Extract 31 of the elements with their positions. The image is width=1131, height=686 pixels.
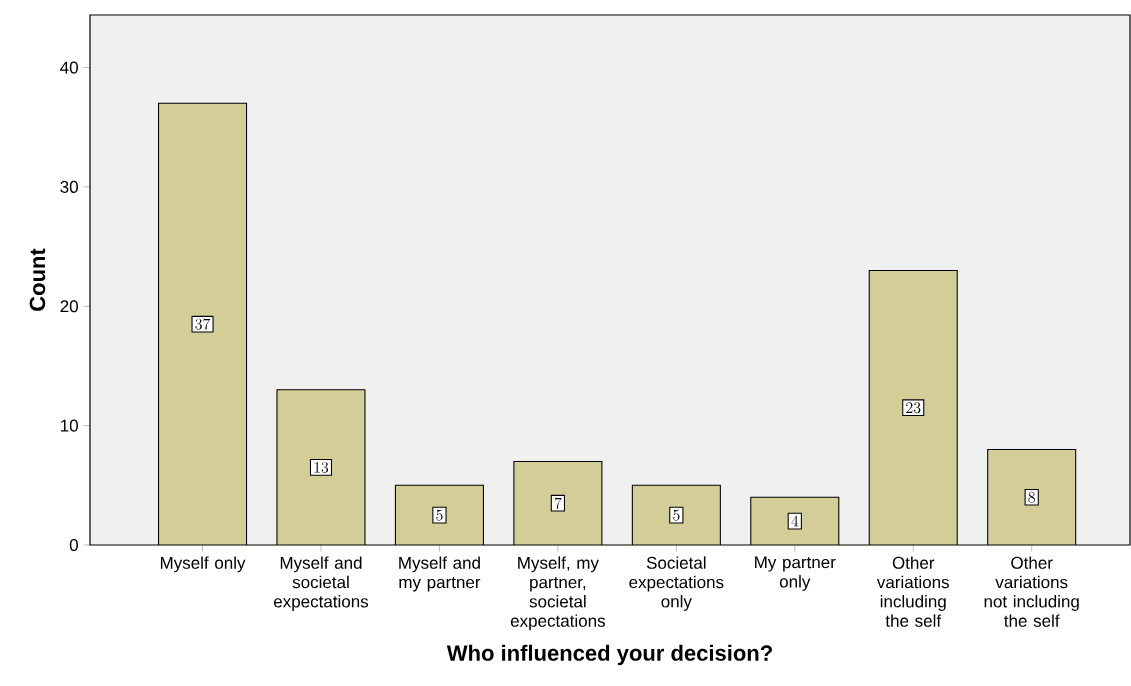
x-tick-label: My partner only <box>755 556 836 591</box>
bar <box>869 270 958 545</box>
y-tick-label: 10 <box>61 419 78 432</box>
data-label: 5 <box>436 509 443 521</box>
bar <box>632 485 721 545</box>
data-label: 8 <box>1028 491 1035 503</box>
x-tick-label: Myself only <box>160 556 246 573</box>
bar <box>276 389 365 545</box>
data-label: 4 <box>791 515 799 527</box>
data-label: 23 <box>906 402 921 414</box>
data-label: 7 <box>554 497 562 509</box>
bar <box>750 497 839 545</box>
x-tick-label: Myself and societal expectations <box>273 556 369 611</box>
data-label: 13 <box>314 461 329 473</box>
bar <box>395 485 484 545</box>
bar <box>513 461 602 545</box>
bar <box>158 103 247 545</box>
x-tick-label: Societal expectations only <box>629 556 724 611</box>
y-tick-label: 20 <box>60 300 78 313</box>
bar <box>987 448 1077 545</box>
y-tick-label: 40 <box>60 61 78 74</box>
x-tick-label: Myself, my partner, societal expectations <box>510 556 605 631</box>
y-axis-title: Count <box>29 248 46 311</box>
y-tick-label: 0 <box>69 538 78 552</box>
x-tick-label: Other variations not including the self <box>984 556 1079 627</box>
data-label: 5 <box>673 509 680 521</box>
y-tick-label: 30 <box>60 180 78 193</box>
x-tick-label: Myself and my partner <box>399 556 481 592</box>
x-axis-title: Who influenced your decision? <box>446 644 772 666</box>
data-label: 37 <box>195 318 211 330</box>
x-tick-label: Other variations including the self <box>876 556 949 627</box>
